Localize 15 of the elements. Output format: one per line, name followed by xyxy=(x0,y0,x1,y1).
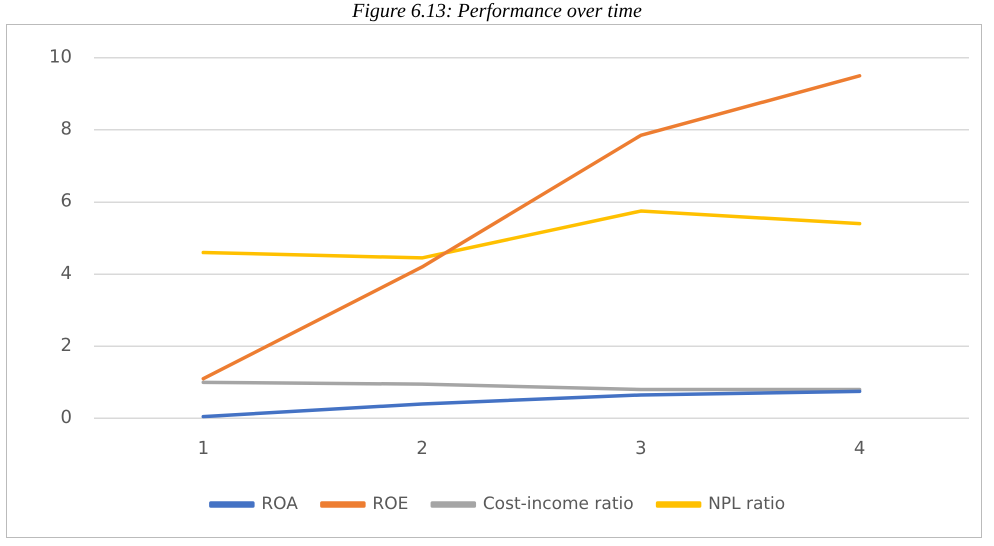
y-tick-label: 6 xyxy=(60,190,72,212)
legend-label: NPL ratio xyxy=(708,494,786,514)
chart-title: Figure 6.13: Performance over time xyxy=(351,0,643,22)
x-tick-label: 2 xyxy=(416,438,428,459)
x-tick-label: 4 xyxy=(854,438,866,459)
y-tick-label: 8 xyxy=(60,118,72,140)
y-tick-label: 0 xyxy=(60,407,72,428)
legend-label: ROA xyxy=(261,494,298,514)
x-tick-label: 1 xyxy=(198,438,210,459)
legend-label: Cost-income ratio xyxy=(482,494,634,514)
y-tick-label: 4 xyxy=(60,262,72,284)
y-tick-label: 2 xyxy=(60,334,72,356)
legend-label: ROE xyxy=(372,494,408,514)
y-tick-label: 10 xyxy=(49,46,72,68)
x-tick-label: 3 xyxy=(635,438,647,459)
